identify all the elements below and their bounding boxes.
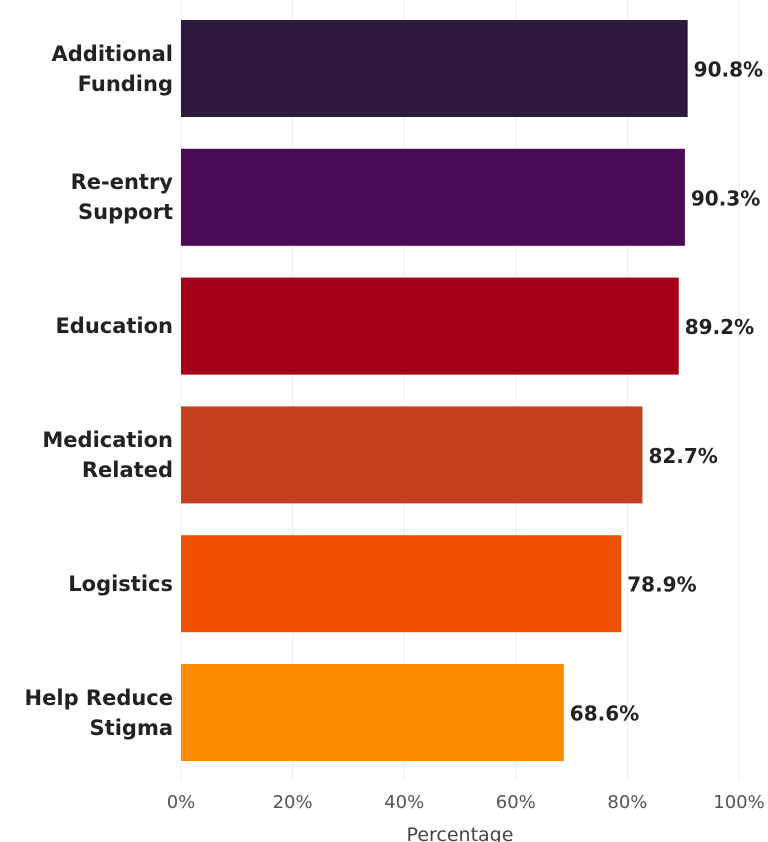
- value-label: 82.7%: [648, 444, 717, 468]
- value-label: 78.9%: [627, 573, 696, 597]
- category-label: Logistics: [68, 571, 173, 596]
- x-tick-label: 40%: [384, 792, 424, 813]
- value-label: 90.3%: [691, 186, 760, 210]
- bar: [181, 20, 688, 117]
- category-label: Re-entry Support: [70, 170, 173, 225]
- x-axis-label: Percentage: [407, 824, 514, 842]
- value-label: 68.6%: [570, 702, 639, 726]
- x-tick-label: 80%: [607, 792, 647, 813]
- category-label: Additional Funding: [51, 41, 174, 96]
- x-tick-label: 100%: [713, 792, 764, 813]
- bar: [181, 277, 679, 375]
- bar: [181, 406, 643, 504]
- category-label: Help Reduce Stigma: [24, 685, 173, 740]
- bar: [181, 664, 564, 761]
- bar: [181, 535, 622, 633]
- x-tick-label: 20%: [273, 792, 313, 813]
- x-tick-label: 60%: [496, 792, 536, 813]
- x-tick-label: 0%: [167, 792, 196, 813]
- category-label: Education: [55, 314, 173, 339]
- value-label: 89.2%: [685, 315, 754, 339]
- value-label: 90.8%: [694, 58, 763, 82]
- bar: [181, 148, 685, 246]
- category-label: Medication Related: [42, 427, 173, 482]
